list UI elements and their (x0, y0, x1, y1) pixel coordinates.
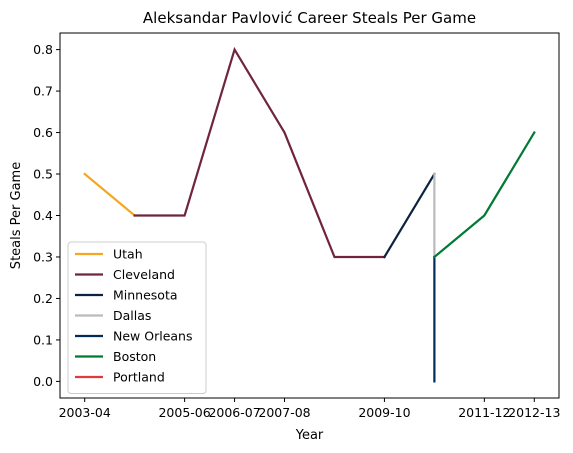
chart-title: Aleksandar Pavlović Career Steals Per Ga… (143, 9, 476, 27)
legend-label-minnesota: Minnesota (113, 288, 178, 303)
y-tick-label: 0.1 (33, 332, 53, 347)
y-tick-label: 0.8 (33, 42, 53, 57)
legend-label-cleveland: Cleveland (113, 267, 175, 282)
y-tick-label: 0.3 (33, 249, 53, 264)
legend-label-dallas: Dallas (113, 308, 151, 323)
x-tick-label: 2009-10 (358, 405, 410, 420)
legend-label-new-orleans: New Orleans (113, 329, 192, 344)
y-tick-label: 0.0 (33, 374, 53, 389)
x-tick-label: 2007-08 (258, 405, 310, 420)
series-line-utah (83, 172, 137, 218)
series-line-cleveland (133, 46, 386, 259)
x-tick-label: 2011-12 (458, 405, 510, 420)
series-line-boston (432, 131, 536, 259)
y-axis-label: Steals Per Game (9, 162, 24, 269)
legend-label-boston: Boston (113, 349, 156, 364)
plot-area (83, 46, 536, 383)
legend-label-portland: Portland (113, 370, 165, 385)
legend: Utah Cleveland Minnesota Dallas New Orleans B… (67, 241, 207, 394)
x-tick-label: 2005-06 (158, 405, 210, 420)
y-tick-label: 0.7 (33, 84, 53, 99)
y-axis: 0.0 0.1 0.2 0.3 0.4 0.5 0.6 0.7 0.8 (33, 42, 60, 389)
legend-label-utah: Utah (113, 247, 143, 262)
y-tick-label: 0.5 (33, 167, 53, 182)
x-tick-label: 2012-13 (508, 405, 560, 420)
y-tick-label: 0.2 (33, 291, 53, 306)
x-tick-label: 2006-07 (208, 405, 260, 420)
y-tick-label: 0.4 (33, 208, 53, 223)
series-line-minnesota (382, 172, 436, 259)
x-axis-label: Year (295, 428, 324, 443)
y-tick-label: 0.6 (33, 125, 53, 140)
x-tick-label: 2003-04 (59, 405, 111, 420)
